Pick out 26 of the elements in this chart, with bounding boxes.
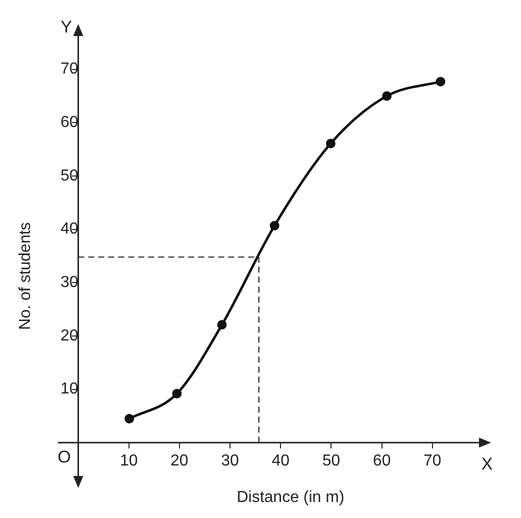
y-tick-label: 30 [60, 274, 78, 292]
x-tick-label: 70 [424, 452, 442, 470]
y-tick-label: 20 [60, 327, 78, 344]
point [326, 138, 336, 148]
point [172, 388, 182, 398]
y-tick-label: 70 [60, 60, 78, 78]
annotation: X [481, 454, 493, 474]
x-axis-title: Distance (in m) [236, 489, 344, 506]
y-tick-label: 10 [60, 380, 78, 398]
y-tick-label: 40 [60, 220, 78, 238]
y-axis-title: No. of students [17, 222, 34, 330]
point [124, 414, 134, 424]
x-tick-label: 60 [372, 452, 391, 470]
y-tick-label: 50 [60, 167, 78, 184]
x-tick-label: 10 [120, 452, 138, 470]
point [436, 76, 446, 86]
point [217, 320, 227, 330]
annotation: O [58, 447, 71, 466]
x-tick-label: 40 [272, 452, 290, 470]
y-tick-label: 60 [60, 114, 78, 132]
x-tick-label: 50 [322, 452, 340, 470]
x-tick-label: 30 [221, 452, 240, 470]
point [382, 91, 392, 101]
annotation: Y [60, 18, 72, 37]
point [270, 220, 280, 230]
x-tick-label: 20 [170, 452, 188, 470]
